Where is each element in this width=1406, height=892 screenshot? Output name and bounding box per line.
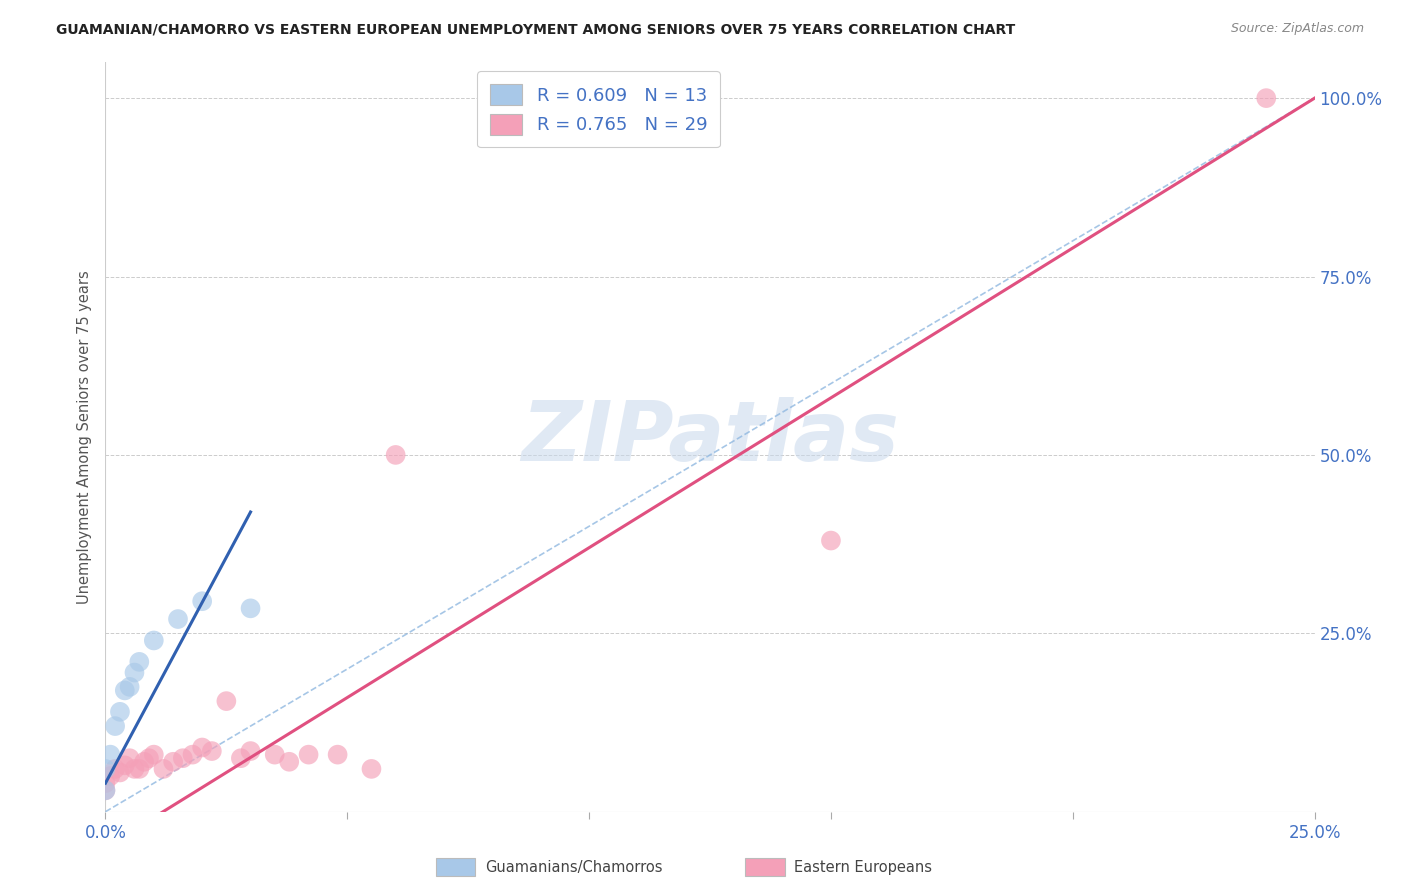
Point [263,747,285,762]
Point [94,783,117,797]
Text: Eastern Europeans: Eastern Europeans [794,860,932,874]
Point [215,694,238,708]
Point [820,533,842,548]
Point [114,683,136,698]
Legend: R = 0.609   N = 13, R = 0.765   N = 29: R = 0.609 N = 13, R = 0.765 N = 29 [477,71,720,147]
Point [142,633,165,648]
Y-axis label: Unemployment Among Seniors over 75 years: Unemployment Among Seniors over 75 years [77,270,93,604]
Point [360,762,382,776]
Point [239,601,262,615]
Point [94,783,117,797]
Point [181,747,204,762]
Point [98,769,121,783]
Point [167,612,190,626]
Point [124,665,146,680]
Point [104,719,127,733]
Point [138,751,160,765]
Point [239,744,262,758]
Point [172,751,194,765]
Text: ZIPatlas: ZIPatlas [522,397,898,477]
Point [278,755,301,769]
Point [94,762,117,776]
Point [104,762,127,776]
Point [98,747,121,762]
Text: Guamanians/Chamorros: Guamanians/Chamorros [485,860,662,874]
Point [118,751,141,765]
Point [229,751,252,765]
Point [108,705,131,719]
Text: Source: ZipAtlas.com: Source: ZipAtlas.com [1230,22,1364,36]
Text: GUAMANIAN/CHAMORRO VS EASTERN EUROPEAN UNEMPLOYMENT AMONG SENIORS OVER 75 YEARS : GUAMANIAN/CHAMORRO VS EASTERN EUROPEAN U… [56,22,1015,37]
Point [152,762,174,776]
Point [201,744,224,758]
Point [108,765,131,780]
Point [1256,91,1278,105]
Point [162,755,184,769]
Point [191,740,214,755]
Point [128,762,150,776]
Point [384,448,406,462]
Point [128,655,150,669]
Point [118,680,141,694]
Point [297,747,319,762]
Point [124,762,146,776]
Point [134,755,156,769]
Point [326,747,349,762]
Point [114,758,136,772]
Point [191,594,214,608]
Point [142,747,165,762]
Point [94,776,117,790]
